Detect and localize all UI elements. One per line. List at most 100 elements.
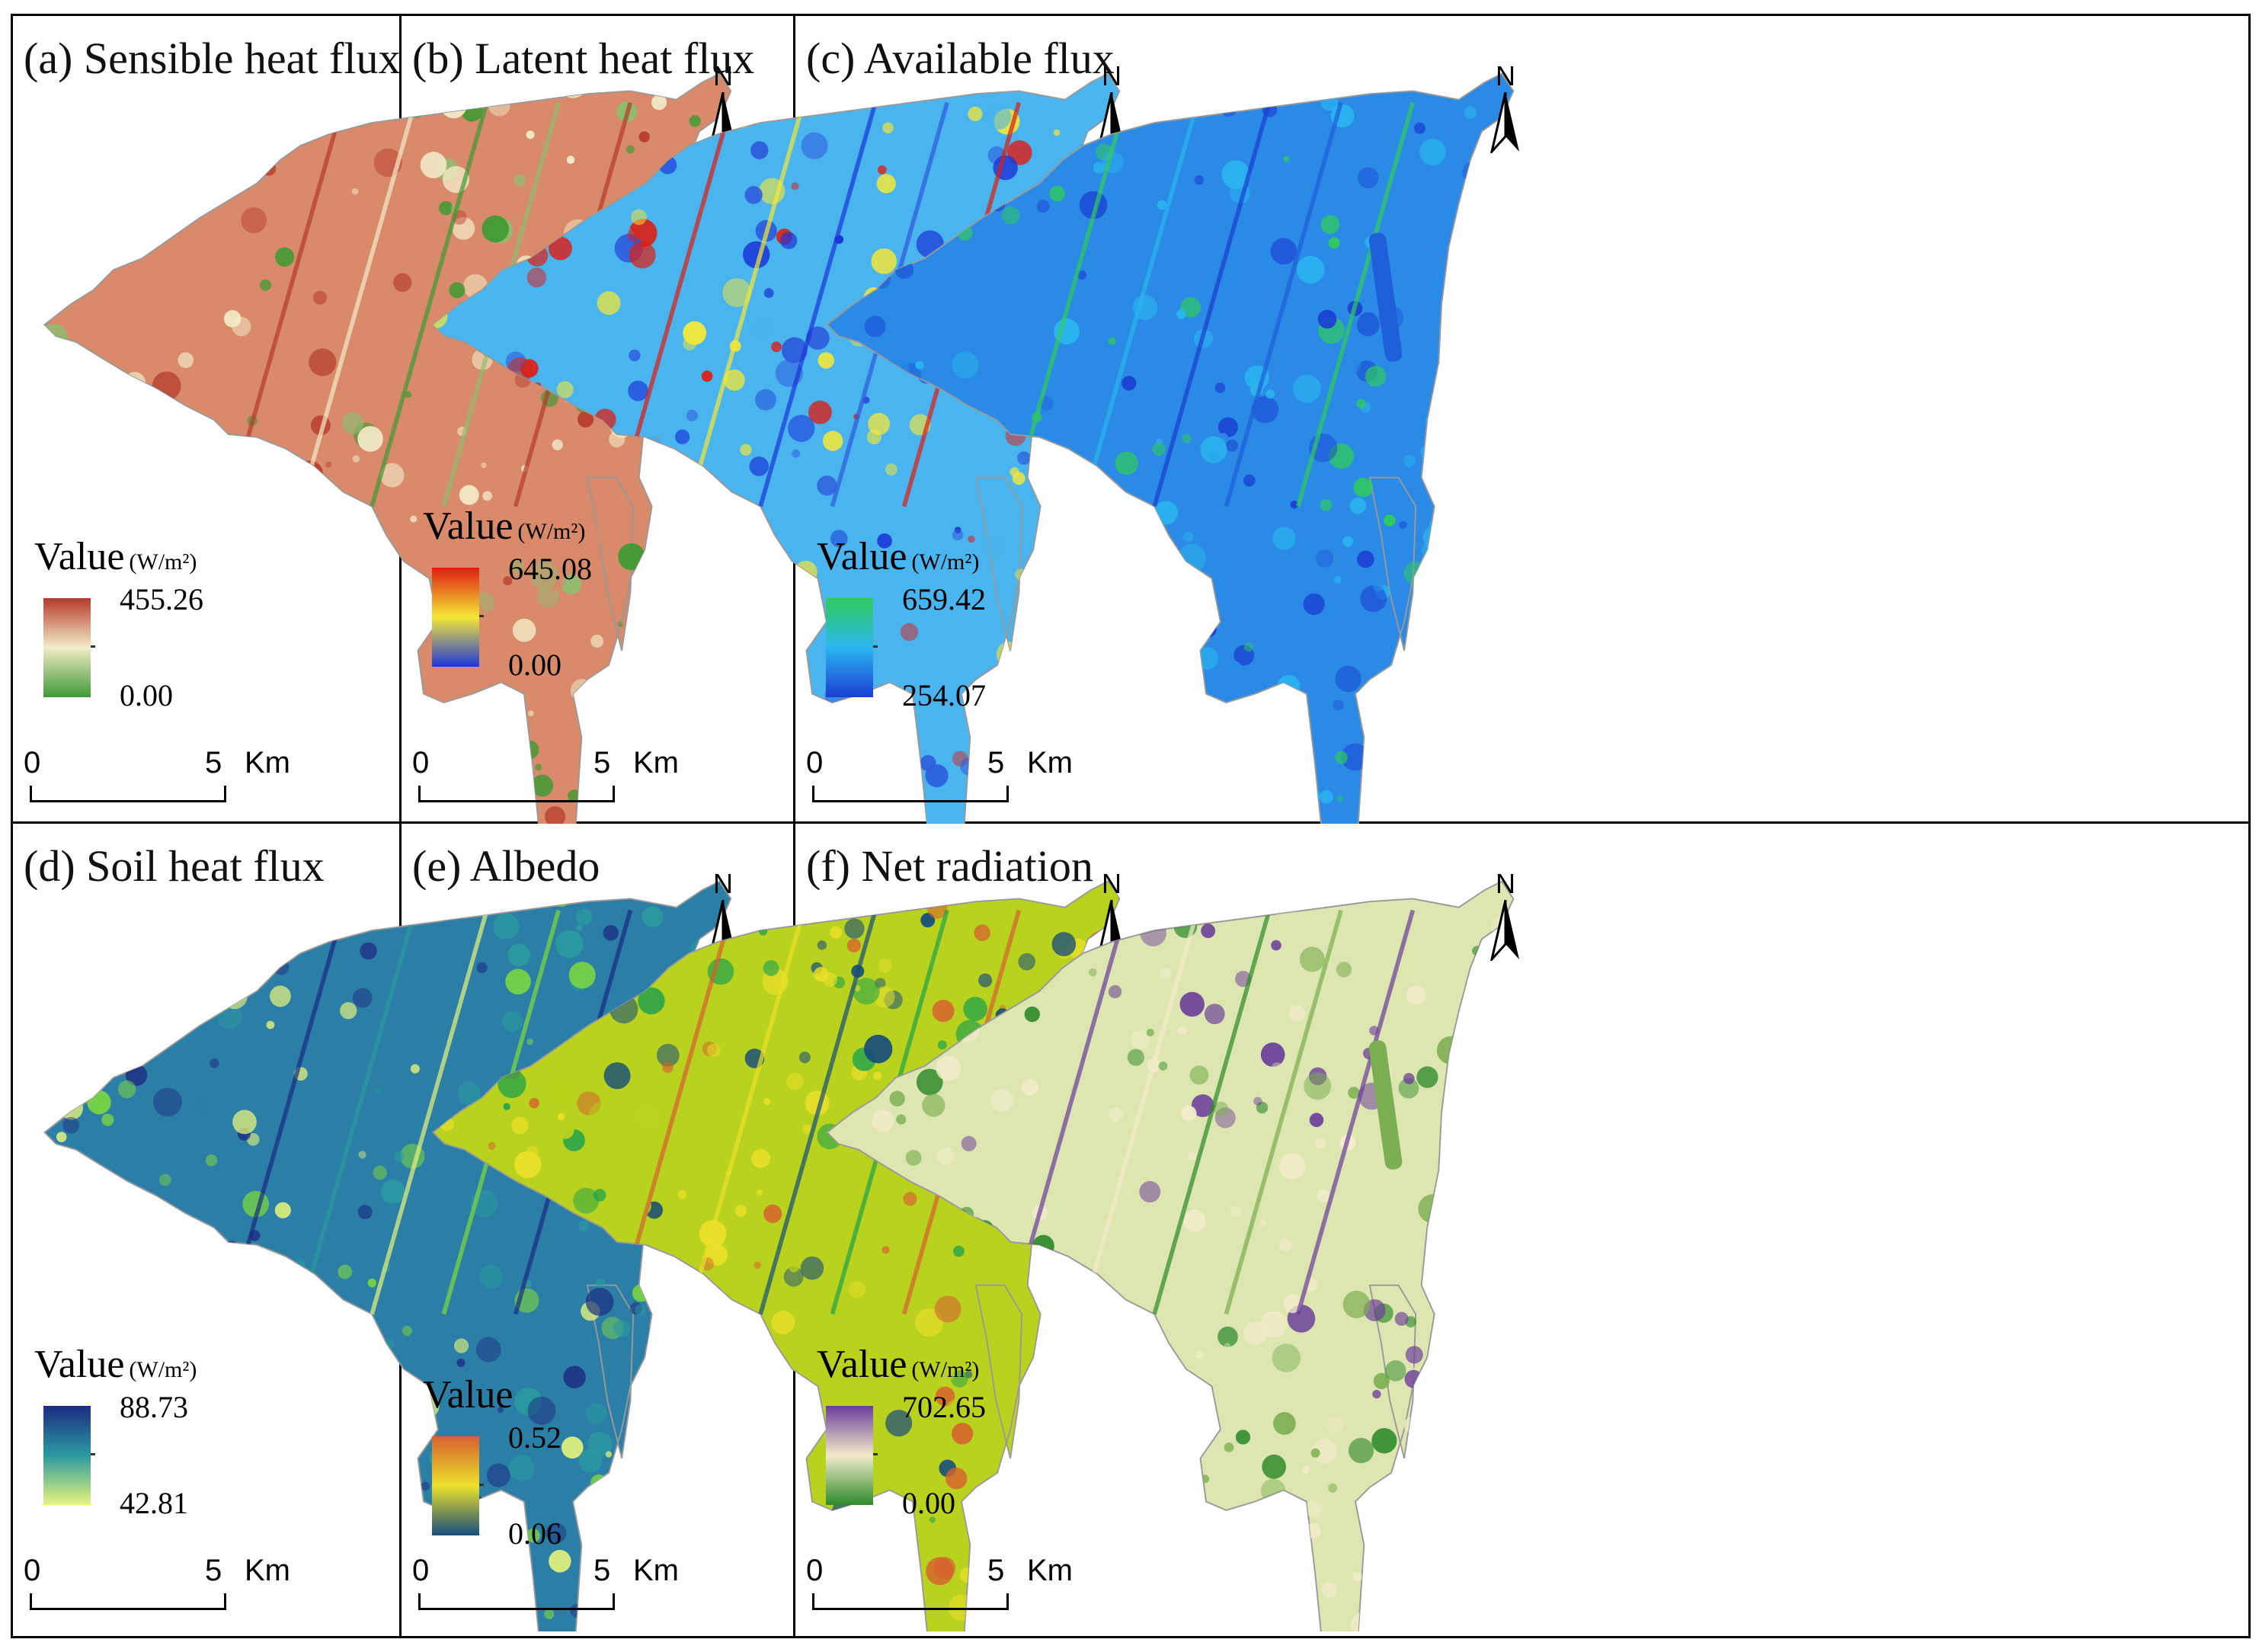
map-pixel-patch: [486, 1463, 510, 1487]
map-pixel-patch: [333, 751, 361, 779]
map-pixel-patch: [568, 962, 596, 989]
map-pixel-patch: [433, 895, 448, 912]
map-pixel-patch: [1198, 73, 1224, 97]
color-ramp: [43, 598, 91, 697]
map-pixel-patch: [694, 1301, 709, 1316]
map-pixel-patch: [868, 412, 891, 435]
map-pixel-patch: [256, 1612, 284, 1631]
map-pixel-patch: [1321, 1145, 1337, 1161]
map-pixel-patch: [766, 1078, 778, 1089]
map-pixel-patch: [231, 165, 243, 177]
map-pixel-patch: [747, 91, 766, 110]
map-pixel-patch: [70, 459, 94, 483]
map-pixel-patch: [822, 431, 843, 451]
map-pixel-patch: [552, 919, 564, 930]
map-pixel-patch: [856, 1380, 871, 1395]
map-pixel-patch: [1303, 593, 1325, 616]
map-pixel-patch: [763, 960, 779, 976]
map-pixel-patch: [452, 1180, 474, 1202]
map-pixel-patch: [715, 1585, 734, 1606]
map-pixel-patch: [310, 1462, 322, 1474]
map-pixel-patch: [920, 911, 930, 921]
map-pixel-patch: [1197, 1171, 1222, 1196]
map-pixel-patch: [463, 726, 473, 736]
map-pixel-patch: [1296, 783, 1320, 808]
map-pixel-patch: [877, 165, 887, 174]
scale-line: [812, 1593, 1009, 1610]
map-pixel-patch: [1453, 569, 1478, 594]
map-pixel-patch: [1472, 998, 1487, 1013]
map-pixel-patch: [340, 1002, 357, 1020]
map-pixel-patch: [1195, 1350, 1205, 1359]
map-pixel-patch: [498, 214, 505, 221]
map-pixel-patch: [1148, 1593, 1164, 1609]
map-pixel-patch: [827, 1016, 830, 1023]
color-ramp: [432, 568, 479, 667]
map-pixel-patch: [876, 174, 896, 194]
map-pixel-patch: [1077, 270, 1087, 280]
map-pixel-patch: [445, 1333, 454, 1343]
map-pixel-patch: [1156, 622, 1179, 645]
legend-min-value: 0.06: [508, 1516, 562, 1551]
legend: Value (W/m²) 702.65 0.00: [817, 1342, 1068, 1540]
map-pixel-patch: [591, 1260, 604, 1272]
map-pixel-patch: [94, 112, 118, 136]
map-pixel-patch: [433, 1345, 435, 1354]
map-pixel-patch: [763, 288, 774, 299]
map-pixel-patch: [219, 91, 241, 113]
map-pixel-patch: [597, 704, 623, 732]
map-pixel-patch: [1501, 1472, 1512, 1483]
map-pixel-patch: [818, 352, 835, 369]
map-pixel-patch: [952, 1221, 962, 1231]
map-pixel-patch: [1472, 946, 1482, 956]
map-pixel-patch: [476, 962, 488, 974]
map-pixel-patch: [750, 1365, 768, 1383]
map-pixel-patch: [197, 384, 209, 396]
map-pixel-patch: [87, 174, 104, 190]
map-pixel-patch: [536, 470, 561, 495]
map-pixel-patch: [1357, 688, 1366, 697]
map-pixel-patch: [1120, 591, 1134, 605]
map-pixel-patch: [302, 776, 326, 801]
map-pixel-patch: [185, 961, 213, 989]
map-pixel-patch: [1500, 1144, 1514, 1167]
map-pixel-patch: [1026, 526, 1036, 536]
map-pixel-patch: [350, 748, 362, 759]
map-pixel-patch: [759, 1370, 776, 1388]
map-pixel-patch: [514, 174, 526, 187]
map-pixel-patch: [686, 685, 709, 709]
map-pixel-patch: [578, 411, 594, 428]
map-pixel-patch: [293, 311, 317, 335]
map-pixel-patch: [434, 259, 456, 282]
map-pixel-patch: [575, 924, 583, 931]
color-ramp: [43, 1406, 91, 1505]
map-pixel-patch: [1194, 175, 1204, 185]
map-pixel-patch: [543, 997, 568, 1022]
map-pixel-patch: [883, 898, 905, 920]
map-pixel-patch: [1183, 888, 1198, 904]
map-pixel-patch: [802, 1124, 812, 1134]
map-pixel-patch: [138, 210, 159, 232]
map-pixel-patch: [1093, 789, 1104, 801]
map-pixel-patch: [587, 1263, 607, 1282]
map-pixel-patch: [440, 1117, 454, 1132]
map-pixel-patch: [933, 1557, 956, 1579]
map-pixel-patch: [1290, 501, 1298, 509]
map-pixel-patch: [817, 475, 837, 496]
map-pixel-patch: [853, 978, 880, 1005]
map-pixel-patch: [1131, 1029, 1151, 1050]
map-pixel-patch: [1502, 570, 1514, 588]
map-pixel-patch: [1177, 1026, 1187, 1036]
map-pixel-patch: [54, 1263, 79, 1289]
map-pixel-patch: [1179, 991, 1205, 1017]
map-pixel-patch: [917, 588, 939, 610]
map-pixel-patch: [578, 1220, 590, 1231]
map-pixel-patch: [393, 273, 412, 293]
map-pixel-patch: [856, 216, 882, 242]
map-pixel-patch: [675, 429, 690, 444]
map-pixel-patch: [76, 1216, 87, 1228]
map-pixel-patch: [59, 111, 80, 133]
legend: Value (W/m²) 455.26 0.00: [34, 534, 286, 732]
map-pixel-patch: [872, 1301, 896, 1325]
map-pixel-patch: [1419, 1452, 1439, 1472]
